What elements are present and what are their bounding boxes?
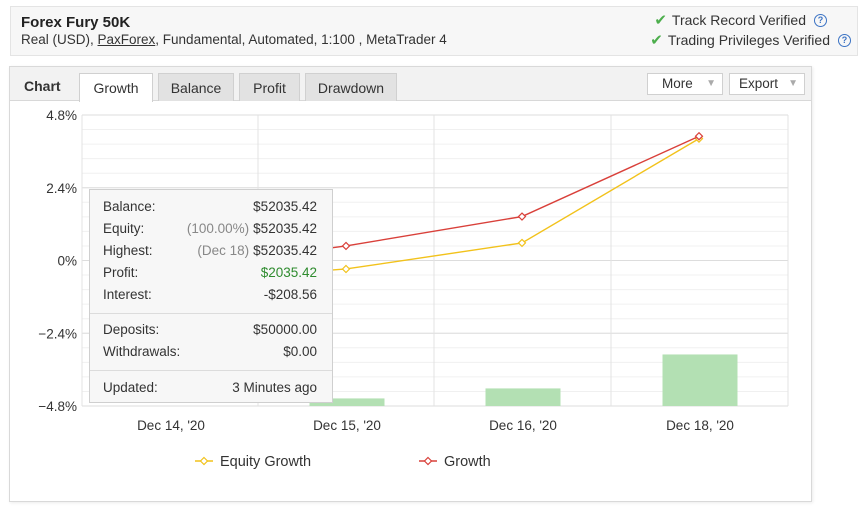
tab-balance[interactable]: Balance (158, 73, 234, 101)
bar[interactable] (485, 388, 561, 406)
tooltip-highest-row: Highest: (Dec 18) $52035.42 (103, 243, 317, 261)
x-tick-label: Dec 15, '20 (313, 418, 381, 433)
data-point[interactable] (517, 238, 527, 248)
tooltip-label: Equity: (103, 221, 145, 236)
chevron-down-icon: ▼ (788, 78, 798, 89)
chart-panel-title: Chart (24, 78, 61, 94)
track-record-label: Track Record Verified (671, 12, 806, 28)
tooltip-balance-value: $52035.42 (253, 199, 317, 214)
tooltip-label: Interest: (103, 287, 152, 302)
tooltip-deposits-value: $50000.00 (253, 322, 317, 337)
more-dropdown[interactable]: More ▼ (647, 73, 723, 95)
tooltip-label: Profit: (103, 265, 139, 280)
data-point[interactable] (341, 241, 351, 251)
trading-privileges-verified: ✔ Trading Privileges Verified ? (650, 31, 851, 49)
tooltip-updated-row: Updated: 3 Minutes ago (103, 380, 317, 398)
tooltip-highest-value: $52035.42 (253, 243, 317, 258)
x-tick-label: Dec 18, '20 (666, 418, 734, 433)
chart-tab-bar: Chart Growth Balance Profit Drawdown Mor… (10, 67, 811, 102)
chevron-down-icon: ▼ (706, 78, 716, 89)
legend-label[interactable]: Growth (444, 454, 491, 470)
tooltip-equity-value: $52035.42 (253, 221, 317, 236)
bar[interactable] (662, 354, 738, 406)
x-tick-label: Dec 14, '20 (137, 418, 205, 433)
system-info: Real (USD), PaxForex, Fundamental, Autom… (21, 32, 447, 47)
more-label: More (662, 76, 693, 91)
check-icon: ✔ (650, 32, 663, 49)
data-point[interactable] (517, 212, 527, 221)
chart-tooltip: Balance: $52035.42 Equity: (100.00%) $520… (89, 189, 333, 403)
tab-profit[interactable]: Profit (239, 73, 300, 101)
system-header: Forex Fury 50K Real (USD), PaxForex, Fun… (10, 6, 858, 56)
tooltip-balance-row: Balance: $52035.42 (103, 199, 317, 217)
check-icon: ✔ (654, 12, 667, 29)
data-point[interactable] (341, 264, 351, 274)
tooltip-highest-date: (Dec 18) (197, 243, 250, 258)
tooltip-profit-row: Profit: $2035.42 (103, 265, 317, 283)
help-icon[interactable]: ? (838, 33, 851, 47)
legend-label[interactable]: Equity Growth (220, 454, 311, 470)
tooltip-label: Withdrawals: (103, 344, 181, 359)
y-tick-label: 2.4% (46, 181, 77, 196)
account-type: Real (USD), (21, 32, 98, 47)
tooltip-divider (90, 313, 332, 314)
y-tick-label: 0% (57, 254, 77, 269)
tooltip-label: Deposits: (103, 322, 160, 337)
tooltip-equity-percent: (100.00%) (186, 221, 250, 236)
trading-privileges-label: Trading Privileges Verified (667, 32, 830, 48)
legend-marker (423, 456, 433, 466)
bar[interactable] (309, 398, 385, 406)
x-tick-label: Dec 16, '20 (489, 418, 557, 433)
tab-drawdown[interactable]: Drawdown (305, 73, 397, 101)
tooltip-divider (90, 370, 332, 371)
tooltip-withdrawals-row: Withdrawals: $0.00 (103, 344, 317, 362)
data-point[interactable] (694, 131, 704, 141)
y-tick-label: −2.4% (38, 326, 77, 341)
tooltip-updated-value: 3 Minutes ago (232, 380, 317, 395)
tab-growth[interactable]: Growth (79, 73, 153, 102)
tooltip-label: Balance: (103, 199, 156, 214)
export-label: Export (739, 76, 779, 91)
tooltip-withdrawals-value: $0.00 (283, 344, 317, 359)
tooltip-deposits-row: Deposits: $50000.00 (103, 322, 317, 340)
broker-link[interactable]: PaxForex (97, 32, 156, 47)
tooltip-label: Highest: (103, 243, 153, 258)
export-dropdown[interactable]: Export ▼ (729, 73, 805, 95)
y-tick-label: 4.8% (46, 108, 77, 123)
tooltip-equity-row: Equity: (100.00%) $52035.42 (103, 221, 317, 239)
y-tick-label: −4.8% (38, 399, 77, 414)
tooltip-profit-value: $2035.42 (260, 265, 317, 280)
legend-marker (199, 456, 209, 466)
system-details: , Fundamental, Automated, 1:100 , MetaTr… (155, 32, 447, 47)
tooltip-label: Updated: (103, 380, 158, 395)
tooltip-interest-row: Interest: -$208.56 (103, 287, 317, 305)
system-name: Forex Fury 50K (21, 14, 131, 31)
help-icon[interactable]: ? (814, 13, 827, 27)
track-record-verified: ✔ Track Record Verified ? (654, 11, 827, 29)
tooltip-interest-value: -$208.56 (263, 287, 317, 302)
